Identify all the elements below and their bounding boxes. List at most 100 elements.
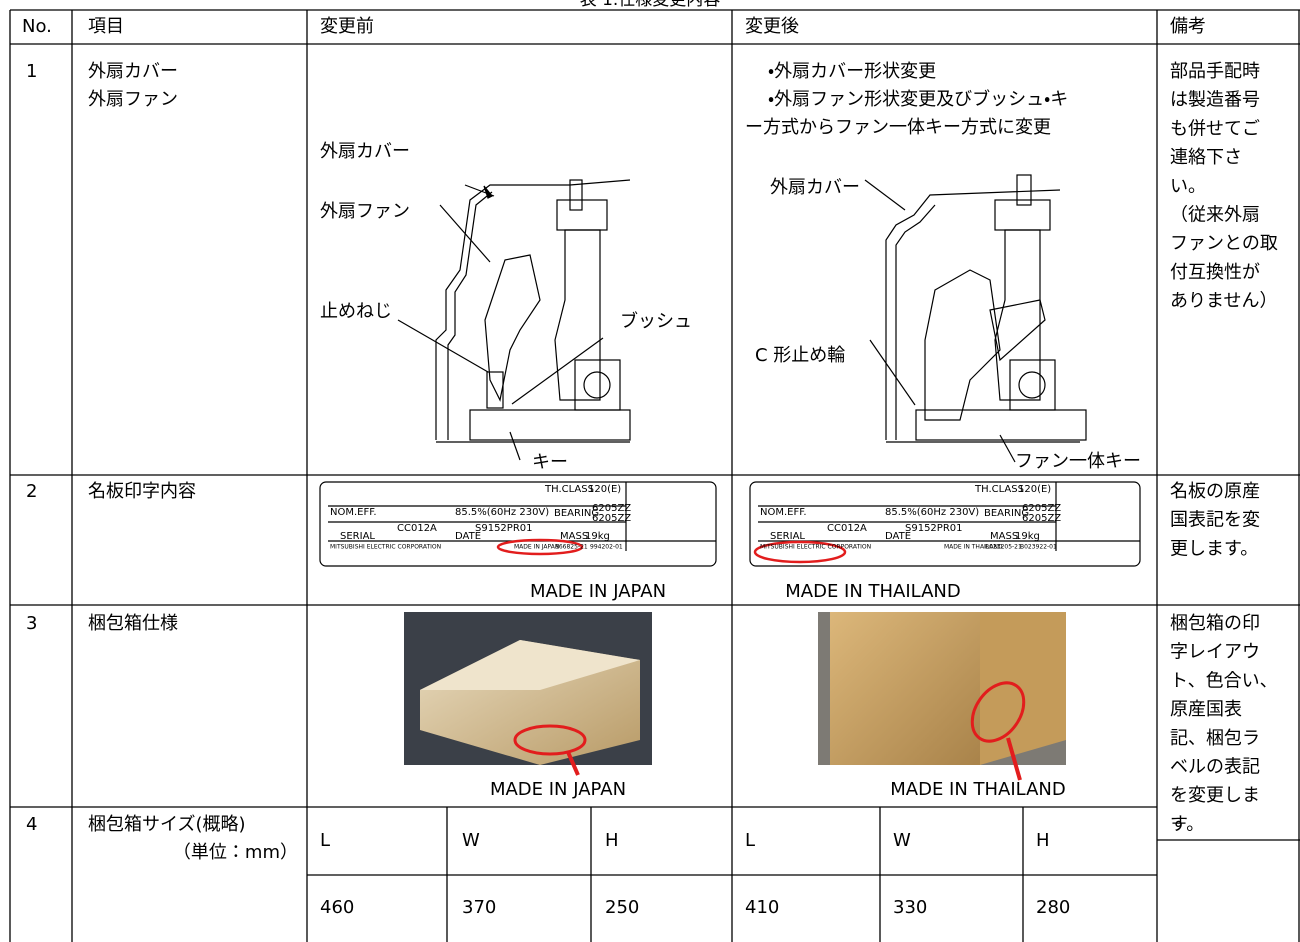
nameplate-text: MITSUBISHI ELECTRIC CORPORATION: [330, 544, 441, 551]
remark-line: 原産国表: [1170, 699, 1242, 720]
drawing-label: 外扇カバー: [320, 141, 410, 162]
size-header: L: [745, 830, 755, 851]
nameplate-text: NOM.EFF.: [760, 507, 807, 518]
drawing-label: ファン一体キー: [1015, 451, 1141, 472]
size-header: L: [320, 830, 330, 851]
item-name: 梱包箱仕様: [88, 613, 178, 634]
remark-line: 梱包箱の印: [1170, 613, 1260, 634]
drawing-label: C 形止め輪: [755, 345, 845, 366]
row-number: 4: [26, 814, 37, 835]
size-header: W: [893, 830, 911, 851]
drawing-label: ブッシュ: [620, 310, 692, 332]
drawing-label: 外扇ファン: [320, 201, 410, 222]
nameplate-text: SERIAL: [770, 531, 805, 542]
nameplate-text: S9152PR01: [905, 523, 963, 534]
remark-line: い。: [1170, 176, 1206, 197]
remark-line: 字レイアウ: [1170, 642, 1260, 663]
remark-line: ト、色合い、: [1170, 670, 1278, 691]
nameplate-text: 19kg: [585, 531, 610, 542]
nameplate-text: DATE: [885, 531, 911, 542]
nameplate-text: MASS: [990, 531, 1018, 542]
nameplate-text: MITSUBISHI ELECTRIC CORPORATION: [760, 544, 871, 551]
nameplate-text: B023922-01: [1020, 544, 1057, 551]
nameplate-text: TH.CLASS: [544, 484, 594, 495]
nameplate-text: TH.CLASS: [974, 484, 1024, 495]
size-value: 370: [462, 897, 496, 918]
photo-caption: MADE IN JAPAN: [490, 779, 626, 800]
header-cell: 備考: [1170, 16, 1206, 37]
nameplate-text: 6205ZZ: [1022, 503, 1061, 514]
item-unit: （単位：mm）: [173, 842, 298, 863]
remark-line: ベルの表記: [1170, 757, 1260, 778]
item-name: 外扇カバー: [88, 61, 178, 82]
fan-drawing-before: [397, 179, 631, 461]
size-header: H: [605, 830, 619, 851]
change-note: ・外扇ファン形状変更及びブッシュ・キ: [768, 88, 1068, 110]
remark-line: 連絡下さ: [1170, 147, 1242, 168]
size-value: 280: [1036, 897, 1070, 918]
fan-drawing-after: [864, 174, 1087, 463]
remark-line: －: [1170, 814, 1188, 835]
remark-line: 記、梱包ラ: [1170, 728, 1260, 749]
remark-line: す。: [1170, 814, 1204, 835]
size-value: 330: [893, 897, 927, 918]
row-number: 3: [26, 613, 37, 634]
change-note: ・外扇カバー形状変更: [768, 61, 936, 82]
size-value: 250: [605, 897, 639, 918]
nameplate-text: 85.5%(60Hz 230V): [885, 507, 979, 518]
nameplate-text: 866825-21: [555, 544, 588, 551]
header-cell: 項目: [88, 16, 124, 37]
nameplate-caption: MADE IN THAILAND: [785, 581, 961, 602]
nameplate-after: [749, 481, 1141, 567]
nameplate-caption: MADE IN JAPAN: [530, 581, 666, 602]
nameplate-text: CC012A: [827, 523, 867, 534]
nameplate-text: SERIAL: [340, 531, 375, 542]
nameplate-before: [319, 481, 717, 567]
box-photo-after: [818, 612, 1066, 781]
item-name: 名板印字内容: [88, 481, 196, 502]
remark-line: ファンとの取: [1170, 233, 1278, 254]
size-header: H: [1036, 830, 1050, 851]
remark-line: （従来外扇: [1170, 205, 1260, 226]
remark-line: 更します。: [1170, 538, 1258, 559]
size-value: 460: [320, 897, 354, 918]
nameplate-text: BEARING: [554, 508, 599, 519]
drawing-label: キー: [532, 452, 568, 473]
box-photo-before: [404, 612, 652, 776]
remark-line: を変更しま: [1170, 785, 1260, 806]
nameplate-text: MADE IN THAILAND: [944, 544, 1003, 551]
drawing-label: 止めねじ: [320, 301, 392, 322]
nameplate-text: NOM.EFF.: [330, 507, 377, 518]
remark-line: 国表記を変: [1170, 510, 1260, 531]
header-cell: No.: [22, 16, 52, 37]
nameplate-text: CC012A: [397, 523, 437, 534]
nameplate-text: 994202-01: [590, 544, 623, 551]
row-number: 1: [26, 61, 37, 82]
nameplate-text: B023205-21: [985, 544, 1022, 551]
nameplate-text: DATE: [455, 531, 481, 542]
size-header: W: [462, 830, 480, 851]
nameplate-text: MADE IN JAPAN: [514, 544, 559, 551]
remark-line: 名板の原産: [1170, 481, 1260, 502]
remark-line: 部品手配時: [1170, 61, 1260, 82]
row-number: 2: [26, 481, 37, 502]
change-note: ー方式からファン一体キー方式に変更: [745, 117, 1051, 138]
nameplate-text: 6205ZZ: [592, 503, 631, 514]
item-name: 梱包箱サイズ(概略): [88, 814, 246, 835]
table-caption: 表 1.仕様変更内容: [580, 0, 721, 10]
header-cell: 変更後: [745, 16, 799, 37]
nameplate-text: 85.5%(60Hz 230V): [455, 507, 549, 518]
remark-line: は製造番号: [1170, 90, 1260, 111]
nameplate-text: BEARING: [984, 508, 1029, 519]
nameplate-text: 6205ZZ: [592, 513, 631, 524]
nameplate-text: 19kg: [1015, 531, 1040, 542]
nameplate-text: 120(E): [588, 484, 621, 495]
remark-line: も併せてご: [1170, 118, 1260, 139]
nameplate-text: MASS: [560, 531, 588, 542]
item-name: 外扇ファン: [88, 89, 178, 110]
nameplate-text: S9152PR01: [475, 523, 533, 534]
nameplate-text: 6205ZZ: [1022, 513, 1061, 524]
size-value: 410: [745, 897, 779, 918]
table-grid: [9, 9, 1300, 942]
